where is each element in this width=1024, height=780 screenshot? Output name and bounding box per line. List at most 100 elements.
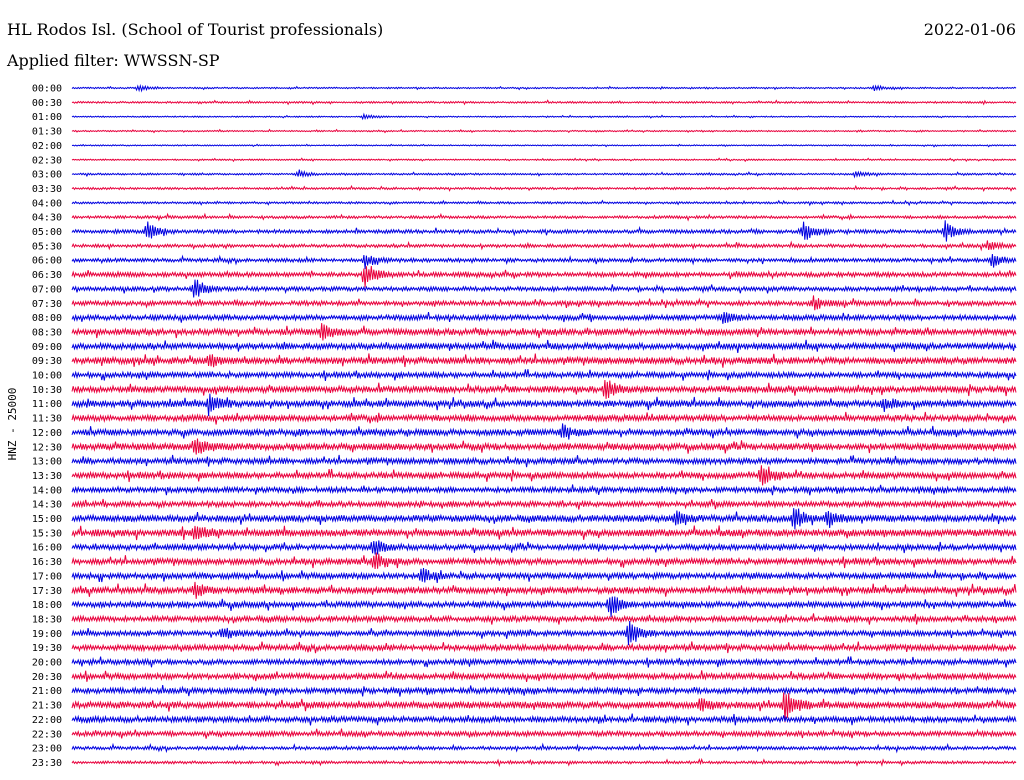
time-label-0200: 02:00 [32,141,62,152]
trace-0800 [71,311,1017,324]
time-label-0430: 04:30 [32,213,62,224]
trace-group [71,83,1017,768]
time-label-1200: 12:00 [32,428,62,439]
time-label-0030: 00:30 [32,98,62,109]
trace-0100 [71,112,1017,121]
trace-0330 [71,184,1017,192]
trace-1700 [71,568,1017,583]
trace-0630 [71,266,1017,288]
trace-1900 [71,620,1017,646]
trace-1400 [71,484,1017,496]
record-date: 2022-01-06 [923,20,1016,39]
time-label-2330: 23:30 [32,758,62,769]
time-label-0330: 03:30 [32,184,62,195]
trace-0230 [71,157,1017,163]
trace-0730 [71,295,1017,311]
time-label-0500: 05:00 [32,227,62,238]
trace-0130 [71,128,1017,134]
trace-2200 [71,713,1017,726]
time-label-0230: 02:30 [32,155,62,166]
time-label-1730: 17:30 [32,586,62,597]
trace-0600 [71,254,1017,270]
time-label-0530: 05:30 [32,241,62,252]
time-label-0930: 09:30 [32,356,62,367]
time-label-0630: 06:30 [32,270,62,281]
trace-2100 [71,685,1017,697]
time-label-0900: 09:00 [32,342,62,353]
time-label-1630: 16:30 [32,557,62,568]
trace-1000 [71,369,1017,381]
time-label-0730: 07:30 [32,299,62,310]
time-label-1030: 10:30 [32,385,62,396]
time-label-1330: 13:30 [32,471,62,482]
time-label-1230: 12:30 [32,442,62,453]
trace-2230 [71,728,1017,739]
time-label-1800: 18:00 [32,600,62,611]
trace-1800 [71,596,1017,617]
trace-0530 [71,240,1017,252]
time-label-2200: 22:00 [32,715,62,726]
trace-2030 [71,670,1017,682]
trace-0200 [71,143,1017,148]
trace-2000 [71,656,1017,668]
time-label-0130: 01:30 [32,127,62,138]
trace-0700 [71,279,1017,298]
trace-0000 [71,83,1017,93]
time-label-1830: 18:30 [32,614,62,625]
time-label-1400: 14:00 [32,485,62,496]
trace-0500 [71,220,1017,242]
time-label-0700: 07:00 [32,284,62,295]
time-label-2100: 21:00 [32,686,62,697]
time-label-1900: 19:00 [32,629,62,640]
trace-1130 [71,411,1017,425]
time-label-0300: 03:00 [32,170,62,181]
time-label-2300: 23:00 [32,744,62,755]
trace-0830 [71,323,1017,341]
time-label-0830: 08:30 [32,327,62,338]
time-label-0600: 06:00 [32,256,62,267]
trace-1430 [71,498,1017,510]
trace-0430 [71,212,1017,222]
time-label-0400: 04:00 [32,198,62,209]
time-label-1500: 15:00 [32,514,62,525]
time-label-1700: 17:00 [32,571,62,582]
trace-1630 [71,552,1017,570]
trace-1330 [71,465,1017,486]
trace-1200 [71,423,1017,440]
time-label-1530: 15:30 [32,528,62,539]
time-label-1430: 14:30 [32,500,62,511]
time-label-2030: 20:30 [32,672,62,683]
trace-1030 [71,379,1017,399]
trace-1600 [71,540,1017,555]
time-label-2230: 22:30 [32,729,62,740]
trace-0030 [71,99,1017,106]
trace-1830 [71,613,1017,625]
time-label-1000: 10:00 [32,371,62,382]
time-label-1600: 16:00 [32,543,62,554]
trace-2300 [71,742,1017,754]
trace-2330 [71,757,1017,768]
trace-1930 [71,641,1017,654]
station-title: HL Rodos Isl. (School of Tourist profess… [7,20,384,39]
trace-1100 [71,393,1017,417]
trace-2130 [71,692,1017,723]
trace-1300 [71,454,1017,468]
time-label-0800: 08:00 [32,313,62,324]
time-label-1130: 11:30 [32,414,62,425]
trace-1230 [71,438,1017,455]
trace-0300 [71,169,1017,179]
trace-1730 [71,581,1017,599]
time-label-2130: 21:30 [32,701,62,712]
time-label-1930: 19:30 [32,643,62,654]
time-label-2000: 20:00 [32,658,62,669]
time-label-1100: 11:00 [32,399,62,410]
time-label-group: 00:00 00:30 01:00 01:30 02:00 02:30 03:00 03:30… [32,84,62,769]
trace-1530 [71,525,1017,541]
trace-0930 [71,353,1017,368]
time-label-0100: 01:00 [32,112,62,123]
time-label-1300: 13:00 [32,457,62,468]
trace-1500 [71,508,1017,530]
filter-label: Applied filter: WWSSN-SP [7,51,220,70]
time-label-0000: 00:00 [32,84,62,95]
